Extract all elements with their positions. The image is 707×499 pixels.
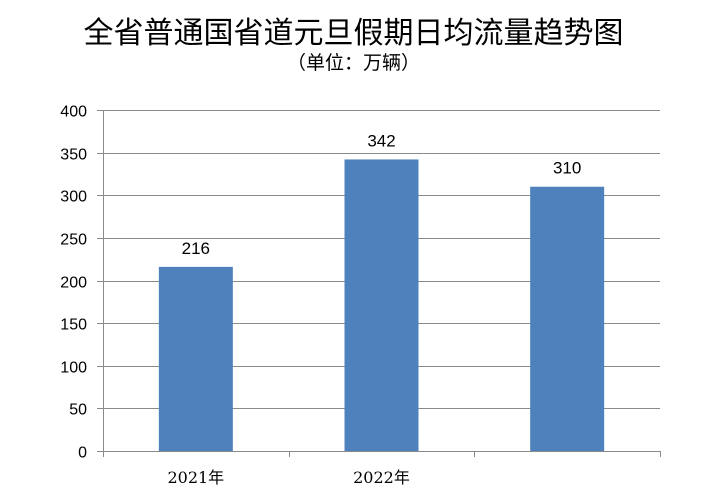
labels: 0 50 100 150 200 250 300 350 400 216 2021年 342 2022年…	[60, 104, 581, 488]
y-tick-label: 150	[60, 317, 87, 334]
y-tick-label: 250	[60, 232, 87, 249]
y-tick-label: 50	[69, 402, 87, 419]
y-tick-label: 300	[60, 189, 87, 206]
chart-subtitle: （单位：万辆）	[286, 52, 420, 74]
data-label: 310	[553, 159, 581, 178]
bar	[158, 266, 233, 451]
y-tick-label: 350	[60, 147, 87, 164]
axes	[97, 110, 661, 457]
data-label: 216	[182, 239, 210, 258]
bar	[530, 186, 605, 451]
data-label: 342	[367, 131, 395, 150]
y-tick-label: 400	[60, 104, 87, 121]
x-tick-label: 2022年	[353, 468, 410, 487]
bars	[158, 159, 605, 451]
y-tick-label: 0	[78, 445, 87, 462]
chart-title: 全省普通国省道元旦假期日均流量趋势图	[83, 16, 624, 51]
y-tick-label: 100	[60, 360, 87, 377]
x-tick-label: 2021年	[167, 468, 224, 487]
y-tick-label: 200	[60, 275, 87, 292]
bar	[344, 159, 419, 451]
